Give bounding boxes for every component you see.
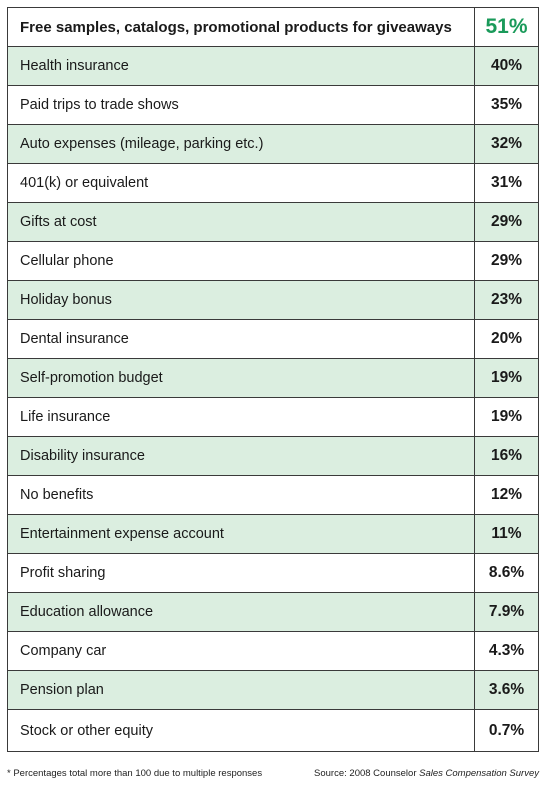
row-label: Auto expenses (mileage, parking etc.) — [8, 125, 475, 163]
row-value: 19% — [490, 369, 523, 386]
row-label: Gifts at cost — [8, 203, 475, 241]
row-label: Profit sharing — [8, 554, 475, 592]
row-label: Dental insurance — [8, 320, 475, 358]
row-value: 29% — [490, 252, 523, 269]
row-label: Paid trips to trade shows — [8, 86, 475, 124]
row-label: Company car — [8, 632, 475, 670]
row-label: Pension plan — [8, 671, 475, 709]
table-row: Profit sharing 8.6% — [8, 554, 538, 593]
table-row: No benefits 12% — [8, 476, 538, 515]
row-value: 12% — [490, 486, 523, 503]
row-label: Life insurance — [8, 398, 475, 436]
table-row: Auto expenses (mileage, parking etc.) 32% — [8, 125, 538, 164]
table-row: Health insurance 40% — [8, 47, 538, 86]
row-value: 8.6% — [488, 564, 525, 581]
row-label: Entertainment expense account — [8, 515, 475, 553]
row-value: 23% — [490, 291, 523, 308]
row-value: 35% — [490, 96, 523, 113]
source-title: Sales Compensation Survey — [419, 768, 539, 779]
footnote: * Percentages total more than 100 due to… — [7, 768, 263, 779]
table-row: Self-promotion budget 19% — [8, 359, 538, 398]
row-value: 19% — [490, 408, 523, 425]
table-row: Dental insurance 20% — [8, 320, 538, 359]
table-row: Paid trips to trade shows 35% — [8, 86, 538, 125]
row-label: Cellular phone — [8, 242, 475, 280]
table-row: Cellular phone 29% — [8, 242, 538, 281]
table-row: 401(k) or equivalent 31% — [8, 164, 538, 203]
table-row: Stock or other equity 0.7% — [8, 710, 538, 751]
row-label: 401(k) or equivalent — [8, 164, 475, 202]
table-header-row: Free samples, catalogs, promotional prod… — [8, 8, 538, 47]
header-value: 51% — [485, 15, 528, 38]
row-value: 16% — [490, 447, 523, 464]
table-row: Pension plan 3.6% — [8, 671, 538, 710]
row-label: Health insurance — [8, 47, 475, 85]
row-value: 0.7% — [488, 721, 525, 739]
source-credit: Source: 2008 Counselor Sales Compensatio… — [314, 768, 539, 779]
table-row: Gifts at cost 29% — [8, 203, 538, 242]
benefits-table: Free samples, catalogs, promotional prod… — [7, 7, 539, 752]
row-label: Stock or other equity — [8, 710, 475, 751]
row-value: 3.6% — [488, 681, 525, 698]
table-row: Disability insurance 16% — [8, 437, 538, 476]
header-label: Free samples, catalogs, promotional prod… — [8, 8, 475, 46]
row-value: 7.9% — [488, 603, 525, 620]
row-value: 4.3% — [488, 642, 525, 659]
row-label: Disability insurance — [8, 437, 475, 475]
row-value: 31% — [490, 174, 523, 191]
row-value: 29% — [490, 213, 523, 230]
row-value: 40% — [490, 57, 523, 74]
table-row: Entertainment expense account 11% — [8, 515, 538, 554]
row-value: 20% — [490, 330, 523, 347]
table-row: Life insurance 19% — [8, 398, 538, 437]
table-row: Company car 4.3% — [8, 632, 538, 671]
row-value: 11% — [491, 525, 522, 542]
row-value: 32% — [490, 135, 523, 152]
table-row: Education allowance 7.9% — [8, 593, 538, 632]
row-label: Education allowance — [8, 593, 475, 631]
source-prefix: Source: 2008 Counselor — [314, 768, 420, 779]
table-row: Holiday bonus 23% — [8, 281, 538, 320]
row-label: No benefits — [8, 476, 475, 514]
row-label: Self-promotion budget — [8, 359, 475, 397]
row-label: Holiday bonus — [8, 281, 475, 319]
